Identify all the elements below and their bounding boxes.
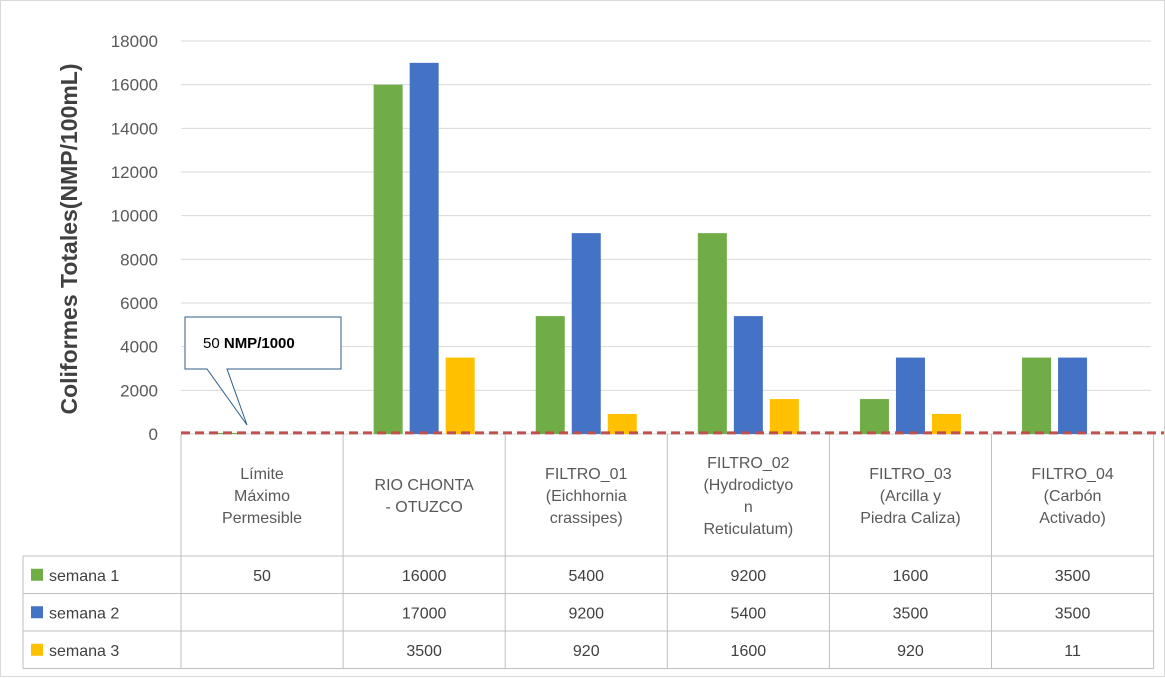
category-label-line: FILTRO_03 xyxy=(869,466,952,483)
table-cell-value: 17000 xyxy=(402,605,447,622)
category-label-line: Activado) xyxy=(1039,510,1106,527)
category-label-line: (Arcilla y xyxy=(880,488,941,505)
y-tick-label: 6000 xyxy=(120,294,158,313)
bar xyxy=(572,233,601,434)
table-cell-value: 50 xyxy=(253,568,271,585)
table-cell-value: 1600 xyxy=(731,643,767,660)
category-label: FILTRO_01 (Eichhornia crassipes) xyxy=(545,466,628,527)
table-cell-value: 920 xyxy=(573,643,600,660)
y-axis-title: Coliformes Totales(NMP/100mL) xyxy=(56,63,82,414)
category-label: FILTRO_04 (Carbón Activado) xyxy=(1031,466,1114,527)
gridlines xyxy=(181,41,1151,434)
bar xyxy=(1022,358,1051,434)
y-axis-title-group: Coliformes Totales(NMP/100mL) xyxy=(56,63,82,414)
bar xyxy=(536,316,565,434)
category-label-line: Máximo xyxy=(234,488,290,505)
category-label-line: (Eichhornia xyxy=(546,488,627,505)
category-label: FILTRO_02 (Hydrodictyo n Reticulatum) xyxy=(703,455,793,538)
legend-label: semana 3 xyxy=(49,643,119,660)
y-tick-label: 2000 xyxy=(120,381,158,400)
bar xyxy=(1058,358,1087,434)
bar xyxy=(896,358,925,434)
bars xyxy=(212,63,1124,434)
bar xyxy=(770,399,799,434)
legend-swatch xyxy=(31,606,43,618)
category-label-line: - OTUZCO xyxy=(385,499,462,516)
y-axis-ticks: 0 2000 4000 6000 8000 10000 12000 14000 16000 180… xyxy=(111,32,158,444)
y-tick-label: 14000 xyxy=(111,119,158,138)
table-cell-value: 3500 xyxy=(1055,605,1091,622)
data-table: Límite Máximo Permesible RIO CHONTA - OTUZCO… xyxy=(23,434,1154,669)
category-label-line: (Carbón xyxy=(1044,488,1102,505)
category-label: Límite Máximo Permesible xyxy=(222,466,302,527)
y-tick-label: 0 xyxy=(149,425,158,444)
table-cell-value: 9200 xyxy=(568,605,604,622)
bar xyxy=(608,414,637,434)
callout-strong-text: NMP/1000 xyxy=(224,335,295,352)
table-cell-value: 920 xyxy=(897,643,924,660)
y-tick-label: 8000 xyxy=(120,250,158,269)
table-cell-value: 3500 xyxy=(893,605,929,622)
bar xyxy=(698,233,727,434)
callout-box xyxy=(185,317,341,425)
category-label-line: Límite xyxy=(240,466,284,483)
y-tick-label: 12000 xyxy=(111,163,158,182)
y-tick-label: 4000 xyxy=(120,338,158,357)
table-cell-value: 5400 xyxy=(731,605,767,622)
category-label: FILTRO_03 (Arcilla y Piedra Caliza) xyxy=(860,466,960,527)
table-cell-value: 9200 xyxy=(731,568,767,585)
bar xyxy=(374,85,403,434)
category-label-line: FILTRO_01 xyxy=(545,466,628,483)
category-label-line: FILTRO_04 xyxy=(1031,466,1114,483)
category-label-line: Reticulatum) xyxy=(703,521,793,538)
callout-text: 50 NMP/1000 xyxy=(203,335,295,352)
legend-label: semana 1 xyxy=(49,568,119,585)
y-tick-label: 18000 xyxy=(111,32,158,51)
table-cell-value: 1600 xyxy=(893,568,929,585)
table-cell-value: 16000 xyxy=(402,568,447,585)
y-tick-label: 16000 xyxy=(111,76,158,95)
legend-swatch xyxy=(31,569,43,581)
y-tick-label: 10000 xyxy=(111,207,158,226)
legend-label: semana 2 xyxy=(49,605,119,622)
legend-swatch xyxy=(31,644,43,656)
table-cell-value: 3500 xyxy=(406,643,442,660)
callout-prefix: 50 xyxy=(203,335,224,352)
bar xyxy=(410,63,439,434)
bar xyxy=(734,316,763,434)
table-cell-value: 11 xyxy=(1064,643,1081,660)
bar xyxy=(860,399,889,434)
bar xyxy=(446,358,475,434)
category-label-line: n xyxy=(744,499,753,516)
callout-group: 50 NMP/1000 xyxy=(185,317,341,425)
category-label-line: Piedra Caliza) xyxy=(860,510,960,527)
table-cell-value: 5400 xyxy=(568,568,604,585)
category-label-line: (Hydrodictyo xyxy=(703,477,793,494)
category-label-line: RIO CHONTA xyxy=(375,477,475,494)
category-label-line: FILTRO_02 xyxy=(707,455,790,472)
table-cell-value: 3500 xyxy=(1055,568,1091,585)
category-label: RIO CHONTA - OTUZCO xyxy=(375,477,475,516)
category-label-line: Permesible xyxy=(222,510,302,527)
category-label-line: crassipes) xyxy=(550,510,623,527)
bar xyxy=(932,414,961,434)
